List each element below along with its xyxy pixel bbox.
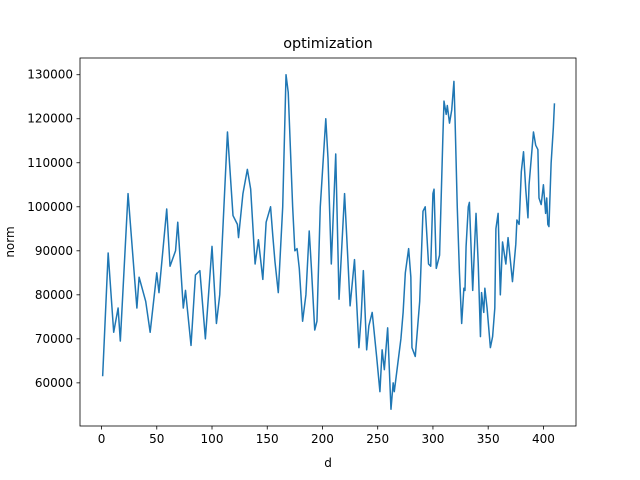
y-tick-label: 120000: [27, 112, 73, 126]
x-tick-label: 0: [98, 432, 106, 446]
y-tick-label: 60000: [35, 376, 73, 390]
y-tick-label: 80000: [35, 288, 73, 302]
x-tick-label: 50: [149, 432, 164, 446]
y-tick-label: 100000: [27, 200, 73, 214]
x-tick-label: 200: [311, 432, 334, 446]
y-axis-label: norm: [3, 226, 17, 257]
y-tick-label: 70000: [35, 332, 73, 346]
y-tick-label: 90000: [35, 244, 73, 258]
x-tick-label: 400: [532, 432, 555, 446]
x-tick-label: 150: [256, 432, 279, 446]
plot-frame: [79, 57, 577, 427]
x-tick-label: 300: [421, 432, 444, 446]
x-tick-label: 100: [201, 432, 224, 446]
x-tick-label: 350: [477, 432, 500, 446]
chart-title: optimization: [283, 36, 373, 52]
x-axis-label: d: [324, 456, 332, 470]
y-tick-label: 130000: [27, 68, 73, 82]
data-line: [101, 73, 556, 411]
x-tick-label: 250: [366, 432, 389, 446]
y-tick-label: 110000: [27, 156, 73, 170]
